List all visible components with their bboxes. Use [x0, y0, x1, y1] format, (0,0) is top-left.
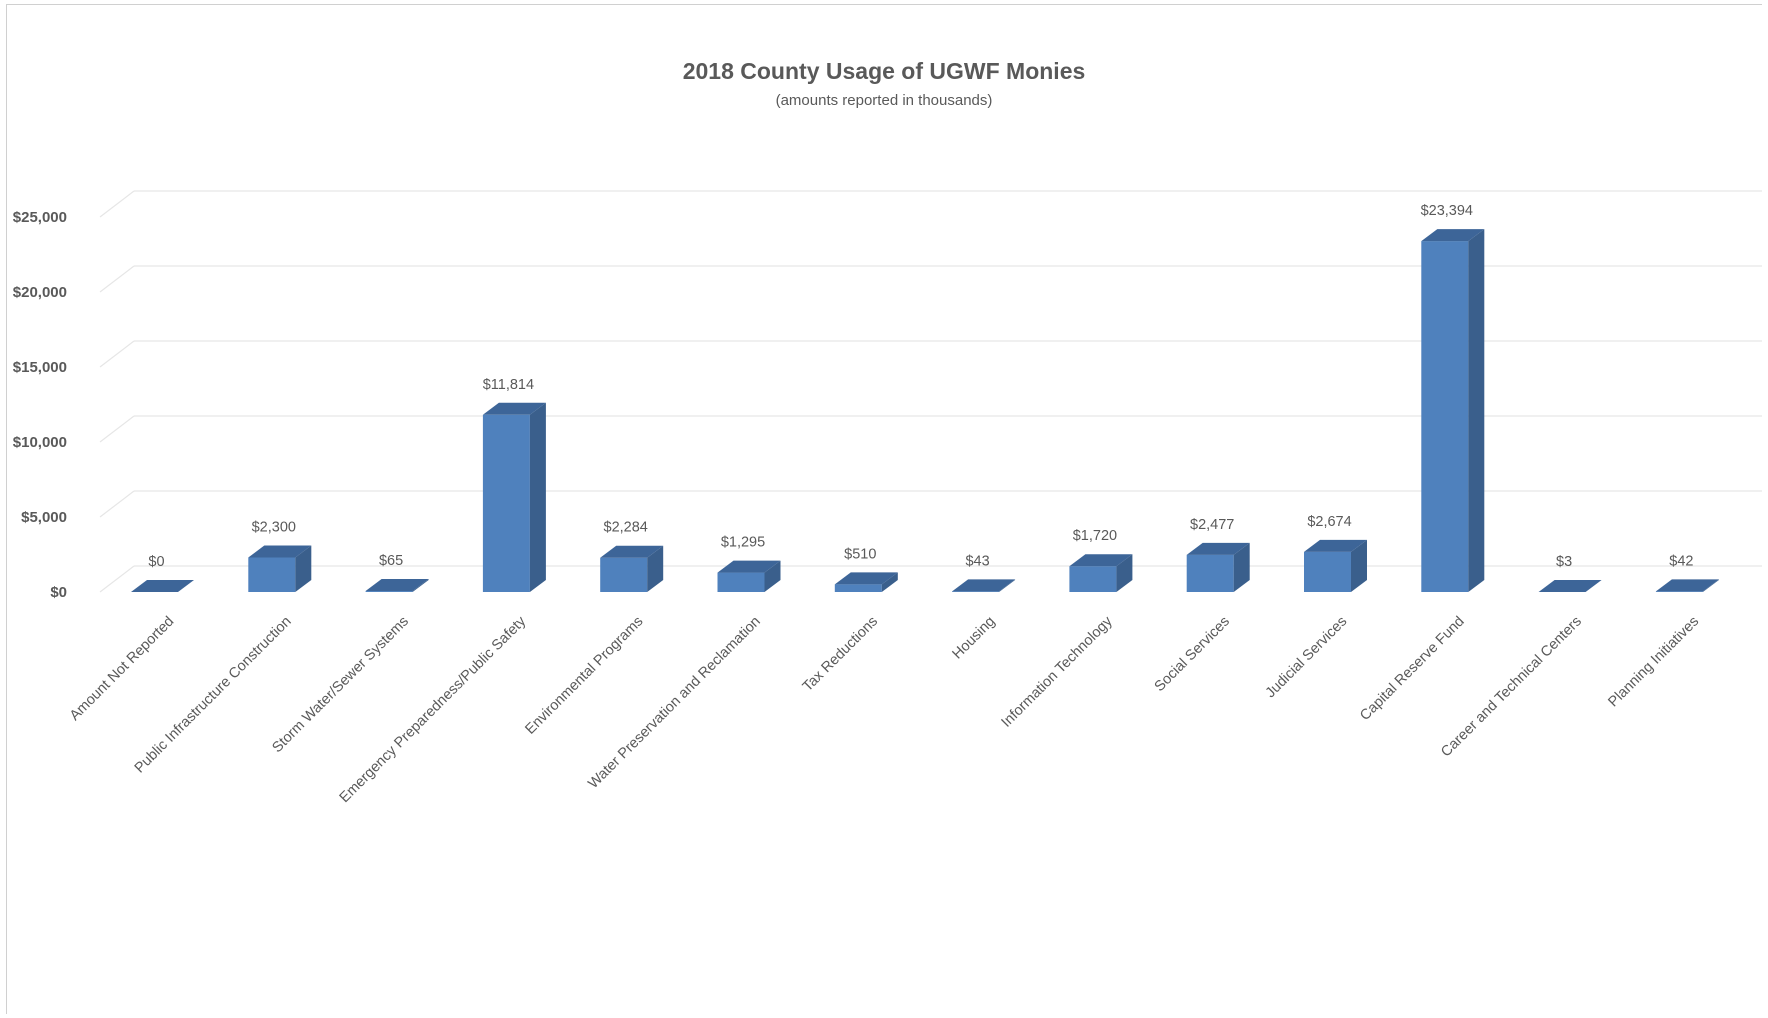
bar	[1069, 554, 1133, 592]
data-label: $2,300	[252, 520, 296, 536]
bar	[1538, 579, 1602, 592]
bar	[248, 545, 312, 592]
data-label: $23,394	[1421, 203, 1473, 219]
x-tick-label: Career and Technical Centers	[1438, 614, 1585, 761]
y-tick-label: $5,000	[21, 509, 67, 526]
y-tick-label: $15,000	[13, 359, 67, 376]
gridline	[99, 340, 1762, 368]
x-tick-label: Information Technology	[999, 613, 1117, 731]
chart-title: 2018 County Usage of UGWF Monies	[682, 58, 1086, 84]
y-tick-label: $0	[50, 584, 67, 601]
bar	[1421, 229, 1485, 592]
gridline	[99, 565, 1762, 593]
data-label: $510	[844, 546, 876, 562]
bar	[1655, 579, 1719, 592]
y-tick-label: $20,000	[13, 284, 67, 301]
chart-subtitle: (amounts reported in thousands)	[775, 92, 993, 109]
bar	[482, 402, 546, 592]
x-tick-label: Judicial Services	[1263, 614, 1351, 702]
bar	[834, 572, 898, 592]
data-label: $3	[1556, 554, 1572, 570]
chart-frame	[6, 4, 1762, 1014]
y-tick-label: $10,000	[13, 434, 67, 451]
x-tick-label: Tax Reductions	[800, 614, 881, 695]
x-tick-label: Housing	[949, 614, 998, 663]
x-tick-label: Social Services	[1152, 614, 1233, 695]
data-label: $11,814	[483, 377, 534, 393]
y-tick-label: $25,000	[13, 209, 67, 226]
x-tick-label: Amount Not Reported	[67, 614, 177, 724]
data-label: $1,295	[721, 535, 765, 551]
bar	[365, 579, 429, 592]
gridline	[99, 190, 1762, 218]
gridline	[99, 265, 1762, 293]
data-label: $2,477	[1190, 517, 1234, 533]
data-label: $65	[379, 553, 403, 569]
data-label: $42	[1669, 553, 1693, 569]
bar	[717, 560, 781, 592]
data-label: $1,720	[1073, 528, 1117, 544]
bar	[131, 580, 194, 592]
bar	[952, 579, 1016, 592]
bar	[600, 545, 664, 592]
x-tick-label: Emergency Preparedness/Public Safety	[337, 613, 530, 806]
data-label: $2,674	[1307, 514, 1351, 530]
data-label: $0	[148, 554, 164, 570]
bar	[1186, 542, 1250, 592]
gridline	[99, 415, 1762, 443]
bar	[1304, 539, 1367, 592]
x-tick-label: Storm Water/Sewer Systems	[269, 614, 412, 757]
data-label: $43	[965, 553, 989, 569]
x-tick-label: Planning Initiatives	[1605, 614, 1702, 711]
gridline	[99, 490, 1762, 518]
x-tick-label: Capital Reserve Fund	[1357, 614, 1467, 724]
data-label: $2,284	[604, 520, 648, 536]
x-tick-label: Environmental Programs	[522, 614, 646, 738]
